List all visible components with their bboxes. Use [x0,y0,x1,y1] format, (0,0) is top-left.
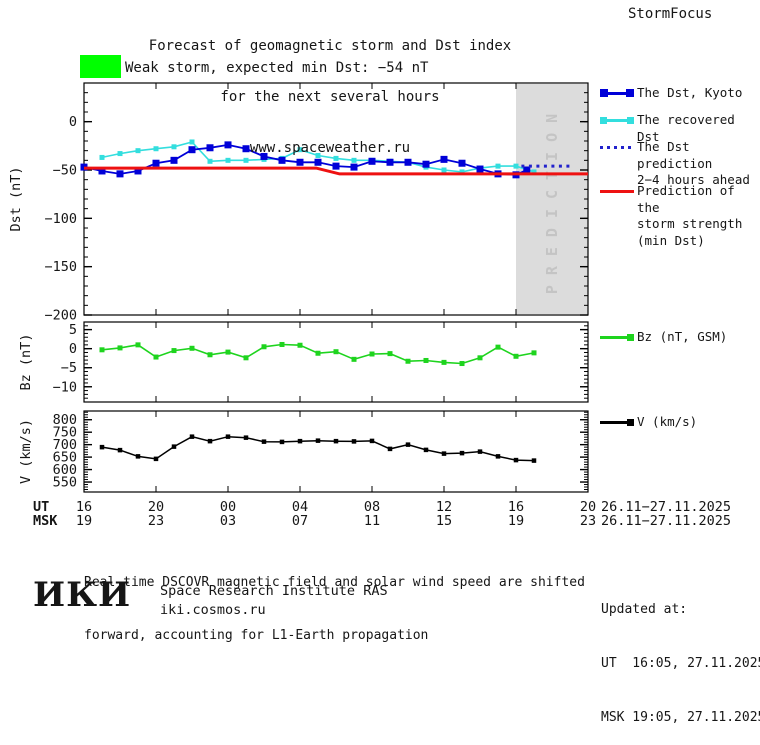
x-axis-ut-row: UT 26.11−27.11.2025 16 20 00 04 08 12 16 20 [0,499,760,515]
v-axis-title: V (km/s) [18,419,34,484]
legend-strength-line3: (min Dst) [637,232,705,248]
msk-tick-label: 23 [579,513,597,529]
iki-logo: ИКИ [33,575,132,615]
msk-tick-label: 03 [219,513,237,529]
ut-row-label: UT [33,499,50,515]
series-bz [99,341,537,367]
dst-axis-title: Dst (nT) [8,166,24,231]
brand-stormfocus: StormFocus [628,6,713,22]
v-plot-frame [83,410,589,493]
legend-item-prediction: The Dst prediction 2−4 hours ahead [600,139,760,189]
dst-ytick-label: −200 [44,308,77,324]
legend-label-prediction: The Dst prediction 2−4 hours ahead [637,139,760,189]
forecast-charts-canvas: PREDICTION 0 −50 −100 −150 −200 Dst (nT) 5 0 −5 −1… [8,82,589,493]
dst-ytick-label: −50 [53,163,77,179]
updated-ut: UT 16:05, 27.11.2025 [601,656,760,671]
note-line1: Real-time DSCOVR magnetic field and sola… [84,575,585,590]
institute-site: iki.cosmos.ru [160,602,266,618]
bz-ytick-label: −5 [61,360,77,376]
legend-item-v: V (km/s) [600,414,697,431]
legend-prediction-line2: 2−4 hours ahead [637,172,750,187]
legend-prediction-line1: The Dst prediction [637,139,713,171]
msk-tick-label: 23 [147,513,165,529]
updated-msk: MSK 19:05, 27.11.2025 [601,710,760,725]
ut-tick-label: 12 [435,499,453,515]
series-v [99,434,537,463]
legend-label-bz: Bz (nT, GSM) [637,329,728,344]
legend-label-recovered: The recovered Dst [637,112,735,144]
title-url: www.spaceweather.ru [249,140,411,156]
legend-item-strength: Prediction of the storm strength (min Ds… [600,183,760,249]
ut-tick-label: 20 [579,499,597,515]
kyoto-legend-marker [600,89,634,98]
strength-legend-marker [600,187,634,196]
title-line2: for the next several hours [220,89,440,105]
v-ytick-label: 650 [53,450,77,466]
dst-ytick-label: −150 [44,259,77,275]
note-line2: forward, accounting for L1-Earth propaga… [84,627,429,643]
dst-ytick-label: −100 [44,211,77,227]
dst-ytick-label: 0 [69,114,77,130]
bz-chart-panel: 5 0 −5 −10 Bz (nT) [18,321,589,403]
ut-tick-label: 08 [363,499,381,515]
ut-tick-label: 04 [291,499,309,515]
msk-tick-label: 19 [507,513,525,529]
legend-item-recovered: The recovered Dst [600,112,760,145]
updated-label: Updated at: [601,602,688,617]
legend-strength-line2: storm strength [637,216,743,231]
legend-item-bz: Bz (nT, GSM) [600,329,727,346]
updated-block: Updated at: UT 16:05, 27.11.2025 MSK 19:… [601,565,760,745]
bz-axis-title: Bz (nT) [18,334,34,391]
msk-tick-label: 15 [435,513,453,529]
v-ytick-label: 800 [53,412,77,428]
storm-alert-text: Weak storm, expected min Dst: −54 nT [125,60,429,76]
msk-date-range: 26.11−27.11.2025 [601,513,732,529]
bz-ytick-label: 5 [69,322,77,338]
ut-tick-label: 00 [219,499,237,515]
v-ytick-label: 700 [53,437,77,453]
institute-name: Space Research Institute RAS [160,583,388,599]
ut-tick-label: 20 [147,499,165,515]
legend-item-kyoto: The Dst, Kyoto [600,85,742,102]
prediction-zone [516,84,588,314]
bz-legend-marker [600,333,634,342]
v-ytick-label: 750 [53,425,77,441]
v-ytick-label: 550 [53,475,77,491]
v-legend-marker [600,418,634,427]
institute-block: Space Research Institute RAS iki.cosmos.… [160,582,388,620]
dst-prediction-legend-marker [600,143,634,152]
title-line1: Forecast of geomagnetic storm and Dst in… [148,38,512,54]
recovered-legend-marker [600,116,634,125]
bz-plot-frame [83,321,589,403]
series-storm-strength [84,166,588,176]
msk-row-label: MSK [33,513,58,529]
ut-tick-label: 16 [75,499,93,515]
ut-date-range: 26.11−27.11.2025 [601,499,732,515]
prediction-zone-label: PREDICTION [543,104,561,294]
msk-tick-label: 11 [363,513,381,529]
legend-label-strength: Prediction of the storm strength (min Ds… [637,183,760,249]
legend-label-kyoto: The Dst, Kyoto [637,85,743,100]
msk-tick-label: 07 [291,513,309,529]
x-axis-msk-row: MSK 26.11−27.11.2025 19 23 03 07 11 15 19 23 [0,513,760,529]
bz-ytick-label: −10 [53,379,77,395]
legend-label-v: V (km/s) [637,414,698,429]
msk-tick-label: 19 [75,513,93,529]
bz-ytick-label: 0 [69,341,77,357]
ut-tick-label: 16 [507,499,525,515]
v-ytick-label: 600 [53,462,77,478]
storm-level-swatch [80,55,121,78]
legend-strength-line1: Prediction of the [637,183,735,215]
dst-chart-panel: PREDICTION 0 −50 −100 −150 −200 Dst (nT) [8,82,589,324]
page-title: Forecast of geomagnetic storm and Dst in… [20,4,640,174]
